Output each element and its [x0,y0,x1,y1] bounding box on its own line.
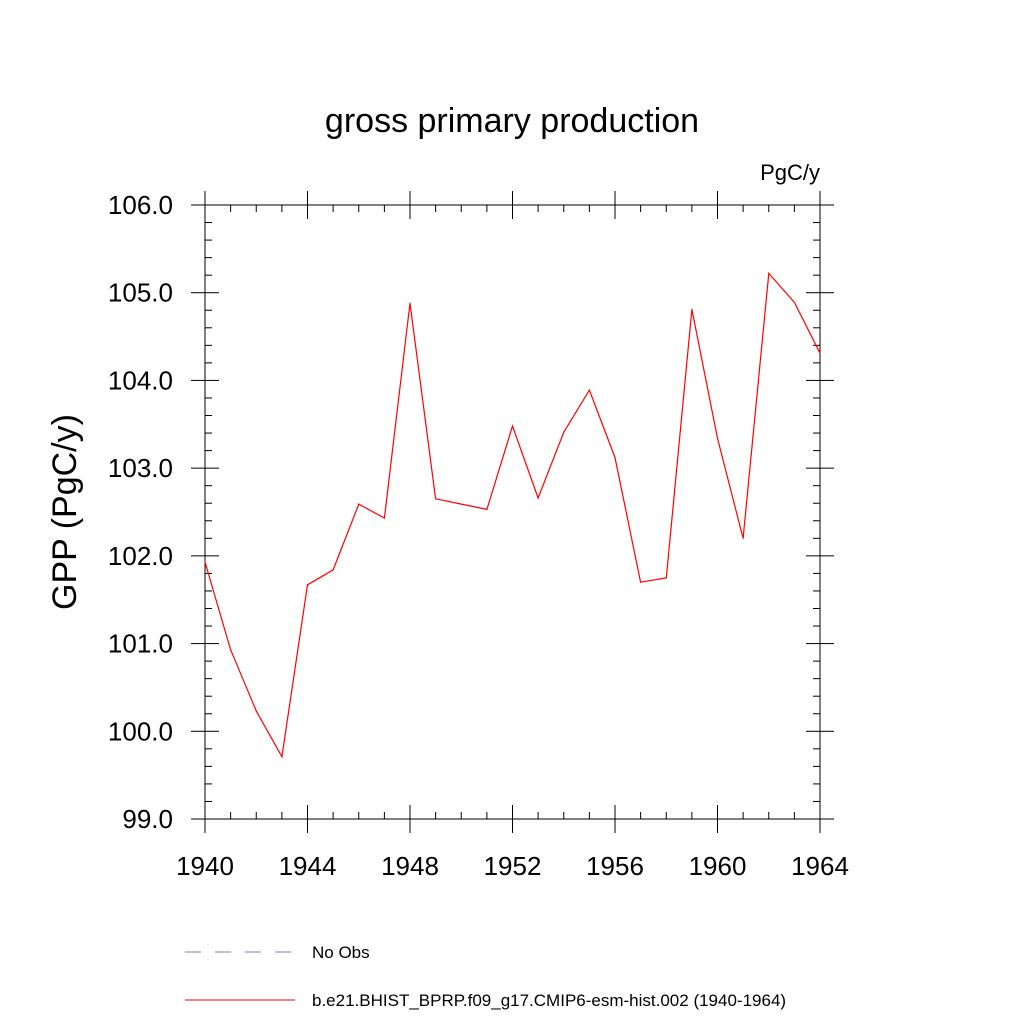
data-point [358,503,360,505]
data-point [255,710,257,712]
x-tick-label: 1940 [176,851,234,881]
data-point [204,561,206,563]
y-tick-label: 101.0 [108,629,173,659]
chart-title: gross primary production [325,102,699,140]
data-point [332,569,334,571]
data-point [793,301,795,303]
data-point [640,581,642,583]
x-tick-label: 1964 [791,851,849,881]
data-point [486,508,488,510]
y-tick-label: 102.0 [108,541,173,571]
data-point [409,302,411,304]
data-point [819,352,821,354]
x-tick-label: 1956 [586,851,644,881]
data-point [665,577,667,579]
units-label: PgC/y [760,160,820,185]
y-tick-label: 104.0 [108,365,173,395]
data-point [614,457,616,459]
data-point [281,756,283,758]
data-point [460,503,462,505]
y-tick-label: 103.0 [108,453,173,483]
data-point [691,308,693,310]
data-point [383,517,385,519]
data-point [511,425,514,427]
legend-label-model: b.e21.BHIST_BPRP.f09_g17.CMIP6-esm-hist.… [312,991,786,1010]
x-tick-label: 1944 [279,851,337,881]
y-axis-label: GPP (PgC/y) [46,414,84,610]
y-tick-label: 99.0 [122,804,173,834]
data-point [768,272,770,275]
plot-frame [204,204,821,820]
data-point [435,498,437,500]
x-tick-label: 1948 [381,851,439,881]
data-point [230,649,232,651]
data-point [563,431,565,433]
legend-label-no-obs: No Obs [312,943,370,962]
x-tick-label: 1952 [484,851,542,881]
series-line [204,271,821,759]
data-point [306,584,309,586]
data-point [588,389,590,391]
data-point [716,437,719,439]
y-tick-label: 106.0 [108,190,173,220]
x-tick-label: 1960 [689,851,747,881]
data-point [537,497,539,499]
data-point [742,537,744,539]
y-tick-label: 105.0 [108,278,173,308]
y-tick-label: 100.0 [108,716,173,746]
